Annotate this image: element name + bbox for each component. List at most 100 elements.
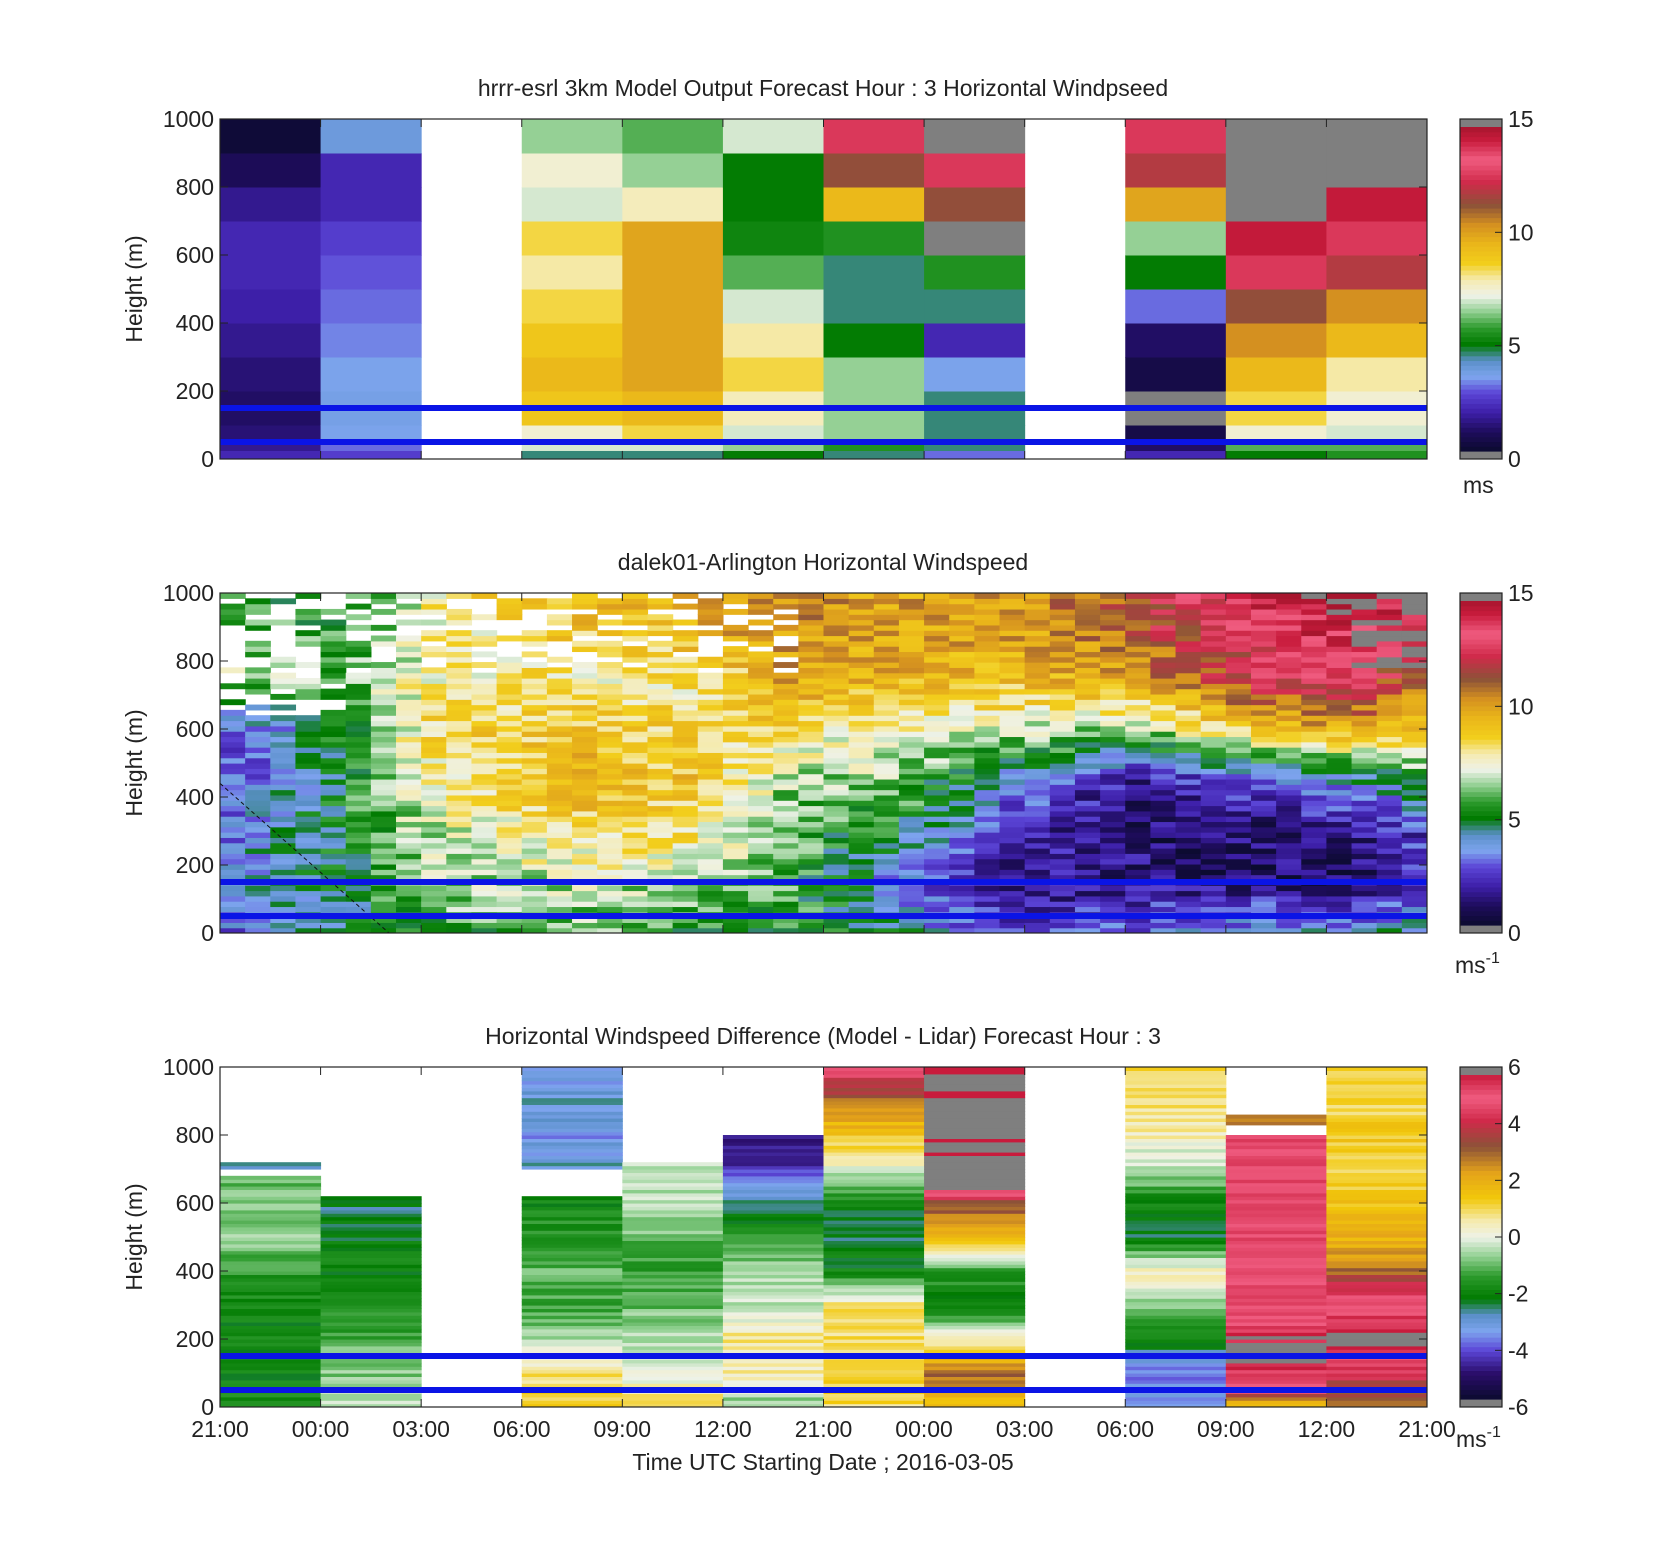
lidar-cell [823, 832, 850, 838]
colorbar-swatch [1460, 801, 1502, 807]
lidar-cell [672, 720, 699, 727]
lidar-cell [1049, 683, 1076, 690]
lidar-cell [748, 922, 774, 929]
lidar-cell [672, 906, 699, 913]
lidar-cell [999, 853, 1026, 860]
lidar-cell [1225, 826, 1252, 833]
lidar-cell [1250, 773, 1277, 780]
lidar-cell [1250, 598, 1277, 605]
difference-cell [320, 1243, 422, 1248]
lidar-cell [647, 624, 674, 631]
lidar-cell [396, 885, 422, 892]
colorbar-swatch [1460, 1175, 1502, 1181]
difference-cell [622, 1288, 724, 1292]
lidar-cell [1175, 895, 1202, 902]
lidar-cell [345, 789, 372, 796]
lidar-cell [823, 826, 850, 833]
lidar-cell [1326, 789, 1353, 796]
lidar-cell [999, 895, 1026, 902]
difference-cell [1125, 1294, 1227, 1299]
lidar-cell [546, 747, 573, 753]
difference-cell [521, 1379, 623, 1384]
model-cell [1225, 357, 1327, 392]
difference-cell [220, 1230, 322, 1235]
difference-cell [1225, 1189, 1327, 1194]
lidar-cell [1276, 603, 1302, 610]
difference-cell [924, 1138, 1026, 1143]
lidar-cell [345, 901, 372, 908]
difference-cell [924, 1298, 1026, 1303]
lidar-cell [521, 853, 548, 860]
lidar-cell [1301, 624, 1328, 631]
lidar-cell [1326, 741, 1353, 748]
lidar-cell [622, 832, 649, 838]
lidar-cell [1351, 906, 1378, 913]
difference-cell [924, 1277, 1026, 1282]
difference-cell [823, 1247, 925, 1252]
lidar-cell [924, 709, 950, 716]
difference-cell [521, 1373, 623, 1377]
lidar-cell [1200, 725, 1227, 732]
lidar-cell [396, 699, 422, 706]
difference-cell [1225, 1206, 1327, 1211]
difference-cell [924, 1260, 1026, 1265]
lidar-cell [1074, 614, 1101, 621]
colorbar-under-cap [1460, 925, 1502, 933]
lidar-cell [773, 624, 799, 631]
lidar-cell [345, 826, 372, 833]
lidar-cell [396, 688, 422, 695]
difference-cell [220, 1325, 322, 1330]
lidar-cell [597, 757, 623, 764]
lidar-cell [672, 667, 699, 674]
lidar-cell [546, 863, 573, 870]
difference-cell [320, 1284, 422, 1289]
model-cell [320, 450, 422, 459]
lidar-cell [1100, 593, 1126, 599]
lidar-cell [1200, 651, 1227, 658]
lidar-cell [848, 603, 875, 610]
colorbar-swatch [1460, 601, 1502, 607]
lidar-cell [823, 863, 850, 870]
lidar-cell [697, 747, 724, 753]
lidar-cell [697, 890, 724, 897]
lidar-cell [496, 736, 523, 743]
difference-cell [521, 1114, 623, 1119]
colorbar-swatch [1460, 417, 1502, 424]
difference-cell [320, 1294, 422, 1299]
lidar-cell [697, 598, 724, 605]
model-cell [622, 153, 724, 188]
difference-cell [521, 1148, 623, 1153]
lidar-cell [974, 683, 1001, 690]
lidar-cell [1351, 709, 1378, 716]
lidar-cell [848, 794, 875, 801]
lidar-cell [446, 662, 473, 668]
lidar-cell [1250, 778, 1277, 785]
lidar-cell [396, 651, 422, 658]
lidar-cell [697, 784, 724, 791]
colorbar-swatch [1460, 1160, 1502, 1167]
lidar-cell [873, 715, 900, 722]
lidar-cell [848, 863, 875, 870]
lidar-cell [421, 863, 447, 870]
difference-cell [1225, 1158, 1327, 1163]
lidar-cell [647, 757, 674, 764]
lidar-cell [370, 863, 397, 870]
lidar-cell [1125, 778, 1151, 785]
lidar-cell [521, 699, 548, 706]
lidar-cell [1250, 752, 1277, 759]
lidar-cell [320, 837, 347, 844]
lidar-cell [295, 927, 322, 933]
lidar-cell [1200, 874, 1227, 881]
lidar-cell [1150, 683, 1177, 690]
colorbar-swatch [1460, 1294, 1502, 1300]
difference-cell [1125, 1101, 1227, 1105]
lidar-cell [622, 593, 649, 599]
lidar-cell [848, 672, 875, 679]
lidar-cell [1074, 598, 1101, 605]
lidar-cell [1074, 683, 1101, 690]
difference-cell [220, 1203, 322, 1207]
difference-cell [1326, 1383, 1427, 1388]
lidar-cell [471, 826, 498, 833]
lidar-cell [521, 688, 548, 695]
lidar-cell [270, 863, 297, 870]
